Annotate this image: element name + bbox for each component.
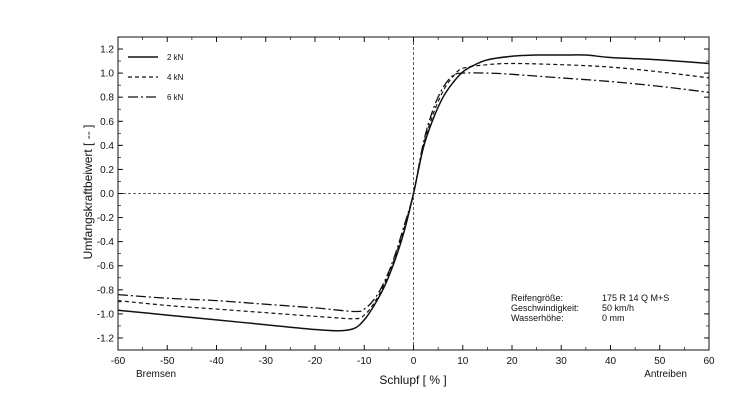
y-tick-label: 1.2	[100, 45, 114, 56]
x-tick-label: -60	[111, 356, 126, 367]
x-tick-label: 10	[457, 356, 469, 367]
series-lines	[117, 54, 710, 332]
legend-label-2: 4 kN	[167, 73, 184, 82]
x-tick-label: 0	[411, 356, 417, 367]
x-tick-label: 20	[506, 356, 518, 367]
y-tick-label: 0.2	[100, 165, 114, 176]
x-tick-label: -40	[209, 356, 224, 367]
y-tick-label: 0.6	[100, 117, 114, 128]
x-axis-ticks: -60 -50 -40 -30 -20 -10 0 10 20 30 40 50 60	[111, 37, 715, 367]
y-tick-label: -0.2	[97, 213, 115, 224]
y-tick-label: -1.0	[97, 309, 115, 320]
x-tick-label: 60	[703, 356, 715, 367]
x-right-label: Antreiben	[644, 369, 687, 380]
y-axis-label: Umfangskraftbeiwert [ -- ]	[81, 125, 95, 260]
x-tick-label: 40	[605, 356, 617, 367]
x-tick-label: -10	[357, 356, 372, 367]
legend-label-1: 2 kN	[167, 53, 184, 62]
y-tick-label: -0.8	[97, 285, 115, 296]
legend-label-3: 6 kN	[167, 93, 184, 102]
y-tick-label: 0.0	[100, 189, 114, 200]
info-value: 175 R 14 Q M+S	[602, 293, 669, 303]
y-tick-label: 0.8	[100, 93, 114, 104]
y-tick-label: -0.6	[97, 261, 115, 272]
x-left-label: Bremsen	[136, 369, 176, 380]
x-axis-label: Schlupf [ % ]	[379, 373, 446, 387]
x-tick-label: 50	[654, 356, 666, 367]
info-block: Reifengröße: 175 R 14 Q M+S Geschwindigkei…	[511, 293, 669, 323]
x-tick-label: 30	[556, 356, 568, 367]
y-tick-label: 1.0	[100, 69, 114, 80]
y-tick-label: -0.4	[97, 237, 115, 248]
y-tick-label: -1.2	[97, 333, 115, 344]
info-label: Reifengröße:	[511, 293, 563, 303]
legend: 2 kN 4 kN 6 kN	[128, 53, 184, 102]
series-line-3	[117, 72, 710, 313]
info-label: Wasserhöhe:	[511, 313, 564, 323]
x-tick-label: -20	[308, 356, 323, 367]
x-tick-label: -50	[160, 356, 175, 367]
x-tick-label: -30	[259, 356, 274, 367]
info-value: 0 mm	[602, 313, 625, 323]
y-tick-label: 0.4	[100, 141, 114, 152]
info-value: 50 km/h	[602, 303, 634, 313]
info-label: Geschwindigkeit:	[511, 303, 579, 313]
y-axis-ticks: -1.2 -1.0 -0.8 -0.6 -0.4 -0.2 0.0 0.2 0.4 0.6 0.8 1…	[97, 36, 709, 351]
